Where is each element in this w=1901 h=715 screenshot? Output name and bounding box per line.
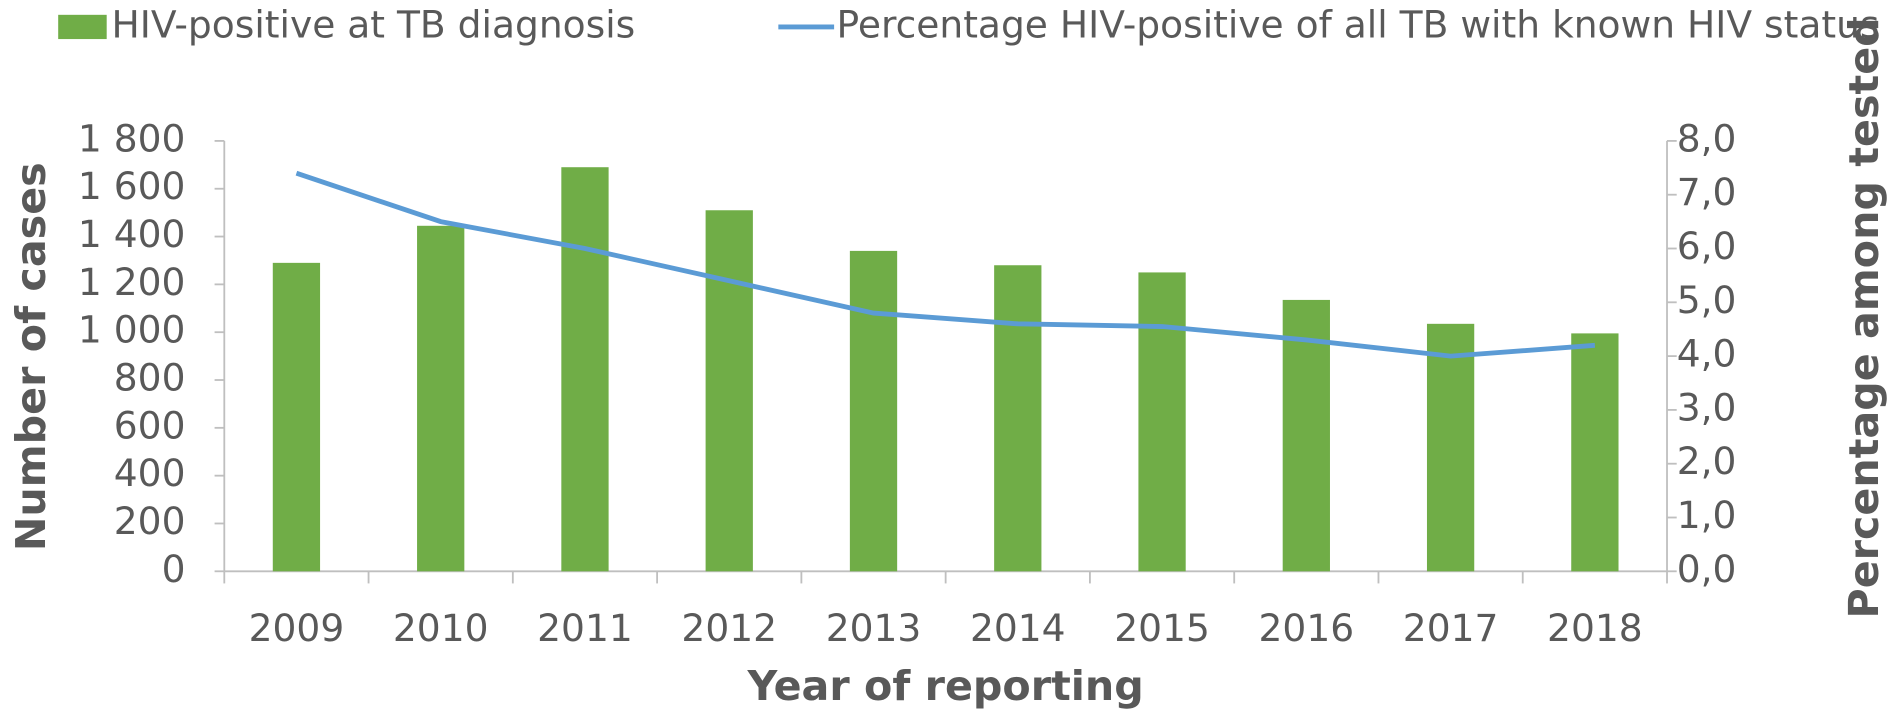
bar [561, 167, 609, 572]
x-tick-label: 2014 [970, 606, 1066, 650]
y-axis-title: Number of cases [7, 162, 55, 551]
y-tick-label: 1 600 [78, 164, 186, 208]
bar [849, 250, 898, 572]
legend-label: Percentage HIV-positive of all TB with k… [837, 2, 1880, 46]
y2-tick-label: 6,0 [1677, 224, 1737, 268]
legend-label: HIV-positive at TB diagnosis [112, 2, 636, 46]
x-tick-label: 2011 [537, 606, 633, 650]
x-tick-label: 2018 [1547, 606, 1643, 650]
x-tick-label: 2015 [1114, 606, 1210, 650]
bar [705, 210, 753, 572]
y-tick-label: 600 [114, 403, 186, 447]
y2-tick-label: 8,0 [1677, 116, 1737, 160]
y2-tick-label: 2,0 [1677, 439, 1737, 483]
bar [1282, 299, 1330, 572]
bar [417, 225, 465, 572]
y-tick-label: 400 [114, 451, 186, 495]
y-tick-label: 800 [114, 356, 186, 400]
bar [1426, 323, 1475, 572]
x-tick-label: 2017 [1403, 606, 1499, 650]
y2-tick-label: 1,0 [1677, 493, 1737, 537]
y-tick-label: 1 400 [78, 212, 186, 256]
bar [1138, 272, 1186, 572]
y2-axis-title: Percentage among tested [1840, 17, 1888, 618]
y-tick-label: 200 [114, 499, 186, 543]
bar [994, 265, 1042, 572]
bar [272, 262, 321, 572]
y2-tick-label: 5,0 [1677, 278, 1737, 322]
x-tick-label: 2009 [249, 606, 345, 650]
y2-tick-label: 7,0 [1677, 170, 1737, 214]
x-tick-label: 2012 [681, 606, 777, 650]
x-tick-label: 2016 [1259, 606, 1355, 650]
y-tick-label: 1 200 [78, 260, 186, 304]
line [295, 170, 1596, 359]
y2-tick-label: 0,0 [1677, 547, 1737, 591]
y-tick-label: 1 800 [78, 116, 186, 160]
legend-swatch [58, 14, 107, 40]
x-tick-label: 2010 [393, 606, 489, 650]
y-tick-label: 1 000 [78, 308, 186, 352]
x-tick-label: 2013 [826, 606, 922, 650]
y-tick-label: 0 [162, 547, 186, 591]
x-axis-title: Year of reporting [747, 662, 1144, 710]
y2-tick-label: 3,0 [1677, 385, 1737, 429]
y2-tick-label: 4,0 [1677, 332, 1737, 376]
bar [1571, 333, 1619, 572]
